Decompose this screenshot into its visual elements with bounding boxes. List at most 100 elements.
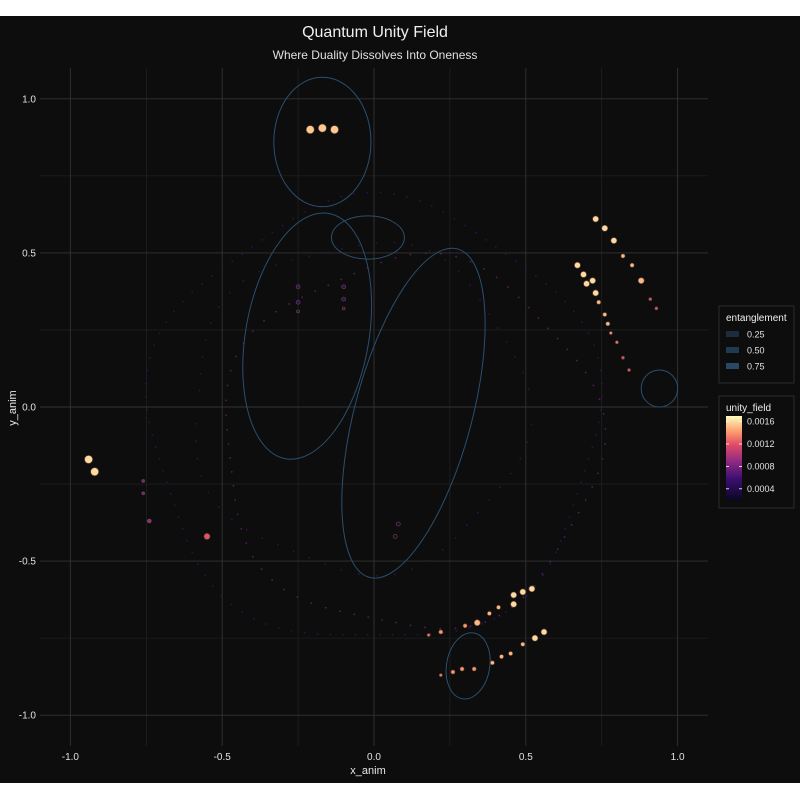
unity-field-legend: unity_field 0.0016 0.0012 0.0008 0.0004 bbox=[718, 395, 795, 509]
ring-point bbox=[375, 241, 378, 244]
ring-point bbox=[324, 251, 327, 254]
ring-point bbox=[504, 253, 507, 256]
ring-point bbox=[146, 369, 149, 372]
ring-point bbox=[366, 266, 369, 269]
ring-point bbox=[252, 330, 254, 333]
ring-point bbox=[488, 499, 490, 502]
data-point bbox=[392, 534, 398, 539]
ring-point bbox=[231, 260, 234, 263]
data-point bbox=[438, 629, 444, 635]
ring-point bbox=[411, 568, 414, 570]
data-point bbox=[341, 296, 346, 302]
ring-point bbox=[226, 384, 229, 387]
ring-point bbox=[479, 298, 481, 301]
entanglement-contours bbox=[242, 76, 679, 700]
ring-point bbox=[381, 618, 384, 621]
ring-point bbox=[549, 563, 551, 565]
ring-point bbox=[165, 320, 168, 323]
ring-point bbox=[495, 276, 498, 279]
ring-point bbox=[505, 341, 508, 344]
ring-point bbox=[230, 603, 233, 606]
ring-point bbox=[455, 629, 458, 632]
ring-point bbox=[241, 611, 244, 614]
ring-point bbox=[227, 443, 230, 445]
ring-point bbox=[196, 406, 199, 408]
entanglement-contour bbox=[445, 632, 491, 700]
ring-point bbox=[186, 539, 189, 542]
ring-point bbox=[576, 492, 579, 495]
ring-point bbox=[602, 412, 605, 415]
ring-point bbox=[597, 472, 599, 475]
ring-point bbox=[454, 627, 457, 630]
data-point bbox=[637, 277, 645, 284]
ring-point bbox=[154, 446, 157, 448]
colorbar-tick-label: 0.0012 bbox=[747, 439, 775, 449]
ring-point bbox=[354, 633, 357, 636]
ring-point bbox=[177, 516, 180, 518]
ring-point bbox=[271, 579, 274, 582]
ring-point bbox=[217, 305, 220, 308]
ring-point bbox=[166, 481, 168, 484]
ring-point bbox=[220, 594, 223, 597]
ring-point bbox=[484, 238, 487, 241]
data-point bbox=[580, 271, 587, 278]
y-axis-title: y_anim bbox=[7, 390, 19, 425]
data-point bbox=[615, 340, 619, 345]
ring-point bbox=[584, 371, 587, 374]
entanglement-legend: entanglement 0.25 0.50 0.75 bbox=[718, 305, 795, 384]
ring-point bbox=[568, 516, 571, 518]
ring-point bbox=[230, 470, 233, 473]
ring-point bbox=[604, 427, 607, 430]
ring-point bbox=[393, 241, 396, 244]
ring-point bbox=[342, 633, 344, 636]
ring-point bbox=[340, 195, 342, 198]
ring-point bbox=[504, 611, 507, 614]
y-tick-label: -0.5 bbox=[19, 557, 37, 568]
ring-point bbox=[225, 414, 227, 417]
ring-point bbox=[245, 542, 248, 544]
ring-point bbox=[466, 524, 468, 527]
data-point bbox=[574, 261, 581, 269]
ring-point bbox=[191, 291, 194, 294]
ring-point bbox=[556, 337, 559, 340]
entanglement-contour bbox=[330, 215, 405, 260]
ring-point bbox=[236, 513, 239, 516]
x-tick-label: 0.0 bbox=[367, 752, 381, 763]
ring-point bbox=[341, 247, 343, 250]
ring-point bbox=[203, 574, 206, 577]
data-point bbox=[540, 628, 548, 636]
data-point bbox=[341, 306, 346, 311]
ring-point bbox=[245, 528, 248, 531]
ring-point bbox=[340, 568, 343, 571]
ring-point bbox=[441, 549, 444, 551]
ring-point bbox=[258, 270, 260, 273]
data-point bbox=[438, 673, 443, 677]
ring-point bbox=[406, 195, 408, 198]
entanglement-contour bbox=[640, 369, 679, 408]
ring-point bbox=[411, 244, 414, 246]
data-point bbox=[203, 533, 211, 540]
ring-point bbox=[547, 327, 549, 330]
ring-point bbox=[367, 616, 370, 619]
ring-point bbox=[173, 504, 176, 507]
y-tick-label: 0.5 bbox=[22, 248, 36, 259]
ring-point bbox=[494, 246, 497, 248]
ring-point bbox=[597, 421, 600, 424]
ring-point bbox=[379, 191, 382, 194]
ring-point bbox=[275, 310, 278, 313]
ring-point bbox=[221, 267, 224, 270]
data-point bbox=[487, 611, 492, 616]
axis-ticks: -1.0 -0.5 0.0 0.5 1.0 -1.0 -0.5 0.0 0.5 1.0 bbox=[19, 94, 685, 763]
ring-point bbox=[594, 433, 597, 436]
ring-point bbox=[572, 504, 575, 507]
ring-point bbox=[283, 588, 286, 591]
ring-point bbox=[599, 369, 602, 372]
data-point bbox=[605, 321, 611, 327]
ring-point bbox=[195, 440, 197, 442]
ring-point bbox=[591, 486, 594, 488]
ring-point bbox=[527, 306, 530, 309]
ring-point bbox=[199, 373, 202, 375]
ring-point bbox=[488, 312, 490, 315]
ring-point bbox=[424, 252, 427, 255]
ring-point bbox=[564, 527, 567, 530]
